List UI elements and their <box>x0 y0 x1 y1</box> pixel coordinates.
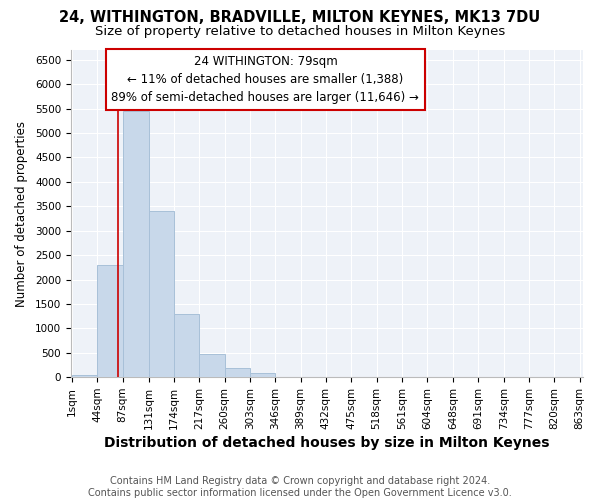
Bar <box>250 374 275 377</box>
Text: Size of property relative to detached houses in Milton Keynes: Size of property relative to detached ho… <box>95 25 505 38</box>
Bar <box>123 111 149 377</box>
Bar <box>72 375 97 377</box>
Text: 24, WITHINGTON, BRADVILLE, MILTON KEYNES, MK13 7DU: 24, WITHINGTON, BRADVILLE, MILTON KEYNES… <box>59 10 541 25</box>
Bar <box>199 354 224 377</box>
Text: 24 WITHINGTON: 79sqm
← 11% of detached houses are smaller (1,388)
89% of semi-de: 24 WITHINGTON: 79sqm ← 11% of detached h… <box>112 55 419 104</box>
Bar <box>174 314 199 377</box>
Bar <box>97 265 123 377</box>
Text: Contains HM Land Registry data © Crown copyright and database right 2024.
Contai: Contains HM Land Registry data © Crown c… <box>88 476 512 498</box>
Bar <box>149 211 174 377</box>
X-axis label: Distribution of detached houses by size in Milton Keynes: Distribution of detached houses by size … <box>104 436 550 450</box>
Bar <box>224 368 250 377</box>
Y-axis label: Number of detached properties: Number of detached properties <box>15 120 28 306</box>
